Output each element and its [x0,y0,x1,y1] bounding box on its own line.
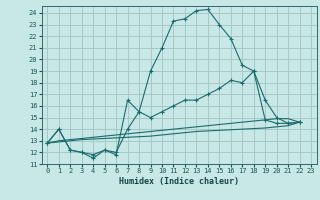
X-axis label: Humidex (Indice chaleur): Humidex (Indice chaleur) [119,177,239,186]
